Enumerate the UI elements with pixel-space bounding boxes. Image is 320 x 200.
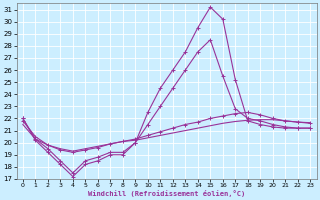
X-axis label: Windchill (Refroidissement éolien,°C): Windchill (Refroidissement éolien,°C) bbox=[88, 190, 245, 197]
